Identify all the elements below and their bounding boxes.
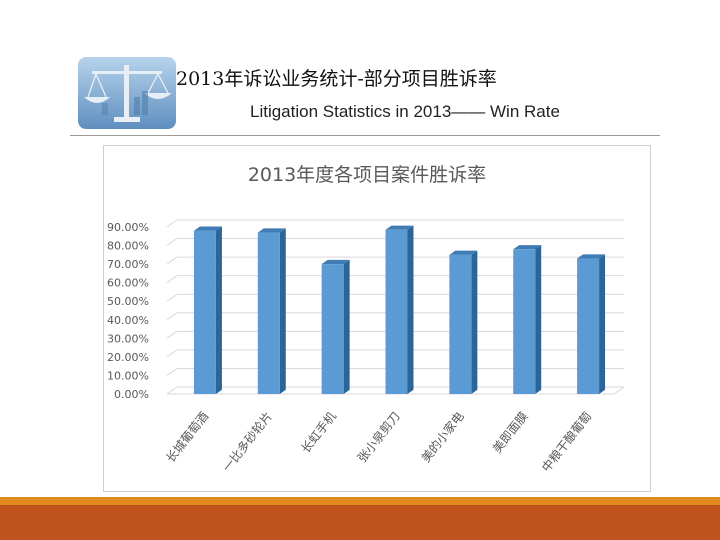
bar	[257, 228, 286, 394]
y-tick-label: 50.00%	[107, 295, 149, 308]
y-tick-label: 0.00%	[114, 388, 149, 401]
scales-of-justice-logo	[78, 57, 176, 129]
page-title-chinese: 2013年诉讼业务统计-部分项目胜诉率	[176, 68, 497, 90]
y-tick-label: 20.00%	[107, 351, 149, 364]
bar-side	[599, 254, 606, 394]
bar-side	[535, 245, 542, 394]
footer-bar	[0, 505, 720, 540]
bar-top	[257, 228, 286, 233]
x-tick-label: 一比多砂轮片	[220, 409, 275, 474]
y-tick-label: 90.00%	[107, 221, 149, 234]
y-tick-label: 80.00%	[107, 240, 149, 253]
bar-front	[513, 249, 536, 394]
y-tick-label: 40.00%	[107, 314, 149, 327]
bar-side	[343, 259, 350, 394]
bar-top	[449, 250, 478, 255]
y-tick-label: 30.00%	[107, 332, 149, 345]
y-tick-label: 60.00%	[107, 277, 149, 290]
bar	[385, 225, 414, 394]
y-tick-label: 70.00%	[107, 258, 149, 271]
x-tick-label: 美的小家电	[418, 409, 467, 466]
bar-front	[257, 232, 280, 394]
x-tick-label: 美即面膜	[490, 409, 531, 455]
bar-top	[193, 226, 222, 231]
win-rate-bar-chart: 2013年度各项目案件胜诉率 0.00% 10.00% 20.00% 30.00% 40…	[107, 164, 625, 475]
bar-front	[385, 229, 408, 394]
bar-top	[577, 254, 606, 259]
bar	[193, 226, 222, 394]
chart-title: 2013年度各项目案件胜诉率	[248, 164, 486, 186]
bar-front	[577, 258, 600, 394]
bar-top	[321, 259, 350, 265]
bar-side	[215, 226, 222, 394]
footer-accent-stripe	[0, 497, 720, 505]
bar	[449, 250, 478, 394]
x-tick-label: 张小泉剪刀	[354, 409, 403, 466]
x-tick-label: 长城葡萄酒	[163, 409, 211, 465]
bar-front	[449, 254, 472, 394]
gridline	[166, 219, 624, 228]
bar-side	[279, 228, 286, 394]
bar-front	[193, 230, 216, 394]
bar	[321, 259, 350, 394]
chart-frame: 2013年度各项目案件胜诉率 0.00% 10.00% 20.00% 30.00% 40…	[103, 145, 651, 492]
bar-front	[321, 264, 344, 394]
bar-top	[513, 245, 542, 250]
floor-edge	[167, 386, 625, 395]
bar-side	[471, 250, 478, 394]
page-title-english: Litigation Statistics in 2013—— Win Rate	[250, 102, 560, 121]
bar-top	[385, 225, 414, 230]
bar	[513, 245, 542, 394]
header-divider	[70, 135, 660, 136]
x-tick-label: 长虹手机	[298, 409, 339, 455]
x-tick-label: 中粮干酿葡萄	[538, 409, 594, 475]
bar-side	[407, 225, 414, 394]
bar	[577, 254, 606, 394]
y-tick-label: 10.00%	[107, 369, 149, 382]
gridline	[166, 238, 624, 246]
